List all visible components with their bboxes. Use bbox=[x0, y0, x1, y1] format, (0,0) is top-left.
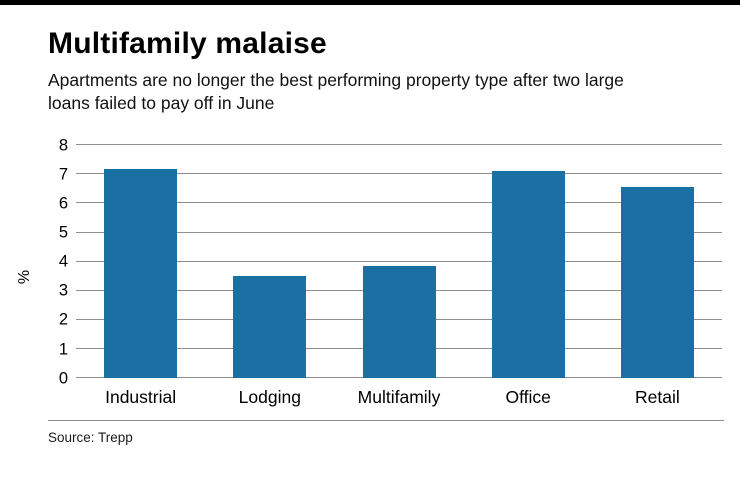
top-border bbox=[0, 0, 740, 5]
y-tick-7: 7 bbox=[58, 165, 68, 184]
gridline-6 bbox=[76, 202, 722, 204]
bar-multifamily bbox=[362, 266, 436, 379]
y-tick-2: 2 bbox=[58, 310, 68, 329]
y-axis-label: % bbox=[16, 269, 34, 284]
gridline-8 bbox=[76, 144, 722, 146]
bar-office bbox=[491, 171, 565, 379]
bar-slot-retail bbox=[593, 145, 722, 379]
bar-slot-lodging bbox=[205, 145, 334, 379]
y-tick-8: 8 bbox=[58, 135, 68, 154]
bars-group bbox=[76, 145, 722, 379]
y-tick-3: 3 bbox=[58, 281, 68, 300]
bar-slot-industrial bbox=[76, 145, 205, 379]
bar-retail bbox=[620, 187, 694, 379]
axis-footer-divider bbox=[48, 420, 724, 422]
bar-lodging bbox=[233, 276, 307, 379]
y-tick-1: 1 bbox=[58, 339, 68, 358]
y-tick-6: 6 bbox=[58, 194, 68, 213]
x-label-retail: Retail bbox=[635, 387, 680, 408]
x-label-lodging: Lodging bbox=[238, 387, 301, 408]
x-label-industrial: Industrial bbox=[105, 387, 177, 408]
y-tick-5: 5 bbox=[58, 223, 68, 242]
x-axis-labels: Industrial Lodging Multifamily Office Retail bbox=[76, 387, 722, 408]
chart-card: Multifamily malaise Apartments are no lo… bbox=[0, 5, 740, 455]
bar-slot-office bbox=[464, 145, 593, 379]
bar-slot-multifamily bbox=[334, 145, 463, 379]
x-label-office: Office bbox=[505, 387, 551, 408]
x-label-multifamily: Multifamily bbox=[357, 387, 441, 408]
chart-subtitle: Apartments are no longer the best perfor… bbox=[48, 70, 624, 114]
bar-chart: % 0 1 2 3 4 5 6 7 8 Industrial Lodging Multifamily… bbox=[16, 137, 722, 408]
gridline-7 bbox=[76, 173, 722, 175]
y-tick-0: 0 bbox=[58, 368, 68, 387]
plot-area: 0 1 2 3 4 5 6 7 8 bbox=[59, 137, 722, 386]
chart-title: Multifamily malaise bbox=[48, 27, 327, 60]
source-note: Source: Trepp bbox=[48, 430, 133, 446]
gridline-5 bbox=[76, 231, 722, 233]
bar-industrial bbox=[104, 168, 178, 379]
gridline-4 bbox=[76, 260, 722, 262]
y-tick-4: 4 bbox=[58, 252, 68, 271]
